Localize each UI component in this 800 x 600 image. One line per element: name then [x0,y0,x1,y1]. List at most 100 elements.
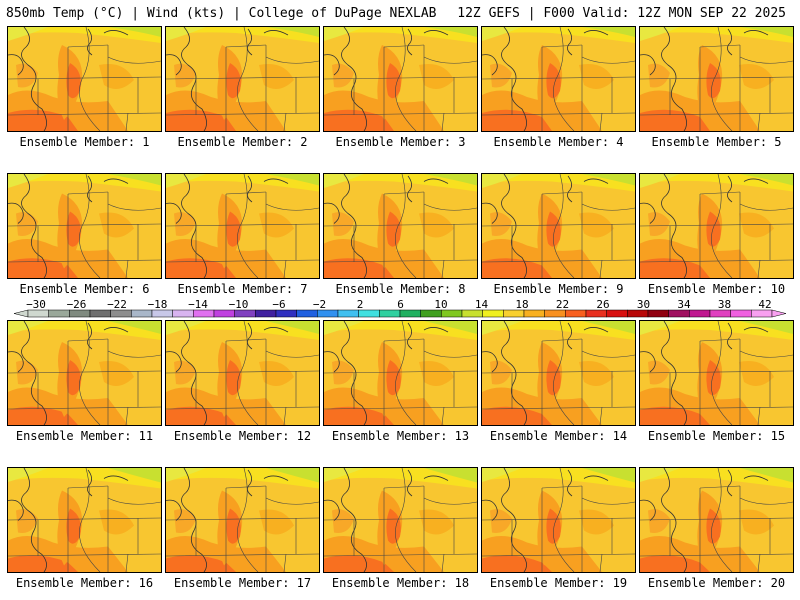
colorbar-swatch [172,309,194,318]
colorbar-swatch [441,309,463,318]
colorbar-tick-label: 38 [717,298,732,311]
colorbar-tick-label: −26 [66,298,87,311]
colorbar-min-arrow [13,309,29,318]
ensemble-member-label: Ensemble Member: 11 [15,429,154,443]
ensemble-member-map [481,467,636,573]
colorbar-swatch [730,309,752,318]
colorbar-tick-label: −22 [107,298,127,311]
colorbar-tick-label: −18 [147,298,168,311]
colorbar-swatch [565,309,587,318]
ensemble-member-map [639,173,794,279]
ensemble-member-label: Ensemble Member: 9 [493,282,624,296]
ensemble-member-map [165,467,320,573]
temperature-colorbar [13,309,787,318]
colorbar-tick-label: 10 [434,298,448,311]
colorbar-tick-label: 18 [515,298,529,311]
colorbar-max-arrow [771,309,787,318]
valid-time: 12Z GEFS | F000 Valid: 12Z MON SEP 22 20… [457,6,786,21]
ensemble-member-label: Ensemble Member: 19 [489,576,628,590]
colorbar-tick-label: 34 [677,298,691,311]
colorbar-tick-label: 14 [474,298,489,311]
ensemble-member-map [7,26,162,132]
colorbar-swatch [89,309,111,318]
colorbar-swatch [544,309,566,318]
colorbar-swatch [48,309,70,318]
ensemble-member-map [7,173,162,279]
colorbar-swatch [255,309,277,318]
colorbar-swatch [647,309,669,318]
colorbar-tick-label: 2 [356,298,364,311]
ensemble-member-label: Ensemble Member: 8 [335,282,466,296]
colorbar-swatch [337,309,359,318]
ensemble-member-map [481,320,636,426]
colorbar-swatch [131,309,153,318]
colorbar-swatch [193,309,215,318]
colorbar-swatch [420,309,442,318]
ensemble-member-label: Ensemble Member: 14 [489,429,628,443]
ensemble-member-label: Ensemble Member: 2 [177,135,308,149]
colorbar-tick-label: −6 [272,298,286,311]
colorbar-swatch [689,309,711,318]
colorbar-tick-label: −14 [188,298,208,311]
colorbar-swatch [668,309,690,318]
ensemble-member-label: Ensemble Member: 3 [335,135,466,149]
colorbar-swatch [751,309,773,318]
ensemble-member-label: Ensemble Member: 1 [19,135,150,149]
ensemble-member-label: Ensemble Member: 12 [173,429,312,443]
colorbar-swatch [213,309,235,318]
ensemble-member-map [639,467,794,573]
colorbar-tick-label: −2 [312,298,327,311]
ensemble-member-map [165,173,320,279]
colorbar-swatch [234,309,256,318]
ensemble-member-map [7,320,162,426]
colorbar-swatch [585,309,607,318]
ensemble-member-label: Ensemble Member: 20 [647,576,786,590]
colorbar-swatch [709,309,731,318]
ensemble-member-label: Ensemble Member: 6 [19,282,150,296]
colorbar-swatch [379,309,401,318]
ensemble-member-label: Ensemble Member: 16 [15,576,154,590]
colorbar-swatch [523,309,545,318]
ensemble-member-map [639,26,794,132]
ensemble-member-map [639,320,794,426]
colorbar-swatch [503,309,525,318]
ensemble-member-map [7,467,162,573]
colorbar-swatch [606,309,628,318]
colorbar-swatch [627,309,649,318]
colorbar-tick-label: 42 [758,298,772,311]
colorbar-swatch [110,309,132,318]
ensemble-member-map [165,26,320,132]
colorbar-swatch [358,309,380,318]
colorbar-tick-label: 30 [636,298,651,311]
ensemble-member-label: Ensemble Member: 4 [493,135,624,149]
ensemble-member-label: Ensemble Member: 13 [331,429,470,443]
colorbar-swatch [275,309,297,318]
colorbar-swatch [27,309,49,318]
colorbar-swatch [482,309,504,318]
map-title: 850mb Temp (°C) | Wind (kts) | College o… [6,6,437,21]
ensemble-member-label: Ensemble Member: 5 [651,135,782,149]
ensemble-member-map [481,26,636,132]
colorbar-swatch [399,309,421,318]
ensemble-member-label: Ensemble Member: 15 [647,429,786,443]
colorbar-tick-label: 22 [555,298,570,311]
ensemble-member-label: Ensemble Member: 7 [177,282,308,296]
ensemble-member-map [323,467,478,573]
ensemble-member-map [323,173,478,279]
ensemble-member-label: Ensemble Member: 10 [647,282,786,296]
colorbar-tick-label: 6 [397,298,404,311]
colorbar-tick-label: −30 [26,298,46,311]
colorbar-swatch [151,309,173,318]
colorbar-swatch [461,309,483,318]
colorbar-swatch [296,309,318,318]
ensemble-member-map [323,320,478,426]
ensemble-member-label: Ensemble Member: 18 [331,576,470,590]
colorbar-swatch [317,309,339,318]
colorbar-tick-label: 26 [596,298,610,311]
ensemble-member-map [481,173,636,279]
ensemble-member-map [323,26,478,132]
colorbar-tick-label: −10 [228,298,249,311]
ensemble-member-map [165,320,320,426]
colorbar-swatch [69,309,91,318]
ensemble-member-label: Ensemble Member: 17 [173,576,312,590]
